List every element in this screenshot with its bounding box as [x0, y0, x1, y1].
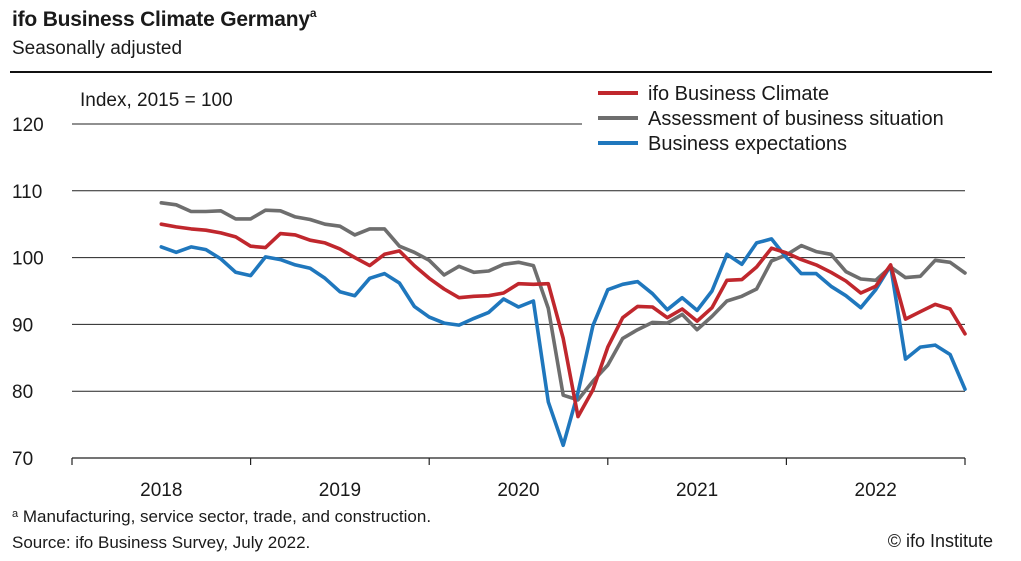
grid-lines	[72, 123, 965, 392]
copyright-credit: © ifo Institute	[887, 531, 993, 551]
series-line-business-expectations	[159, 237, 967, 448]
title-rule	[10, 71, 992, 73]
unit-label: Index, 2015 = 100	[80, 90, 233, 111]
y-tick-label-110: 110	[12, 182, 42, 203]
x-tick-label-2018: 2018	[140, 480, 182, 501]
y-tick-label-120: 120	[12, 115, 44, 136]
legend-label-1: Assessment of business situation	[648, 108, 944, 130]
legend-label-2: Business expectations	[648, 133, 847, 155]
legend-label-0: ifo Business Climate	[648, 83, 829, 105]
x-tick-label-2022: 2022	[855, 480, 897, 501]
chart-subtitle: Seasonally adjusted	[12, 38, 183, 59]
legend: ifo Business Climate Assessment of busine…	[598, 83, 944, 155]
series-line-assessment-of-business-situation	[159, 201, 967, 402]
y-tick-label-100: 100	[12, 249, 44, 270]
y-tick-label-90: 90	[12, 315, 33, 336]
footnote: a Manufacturing, service sector, trade, …	[12, 507, 432, 526]
x-tick-label-2021: 2021	[676, 480, 718, 501]
y-tick-label-80: 80	[12, 382, 33, 403]
x-axis: 2018 2019 2020 2021 2022	[71, 457, 966, 501]
series-line-ifo-business-climate	[159, 222, 967, 419]
chart-title: ifo Business Climate Germanya	[12, 6, 317, 31]
series-lines	[159, 201, 967, 448]
y-tick-label-70: 70	[12, 449, 33, 470]
source-note: Source: ifo Business Survey, July 2022.	[12, 533, 311, 552]
y-axis-ticks: 70 80 90 100 110 120	[12, 115, 44, 470]
x-tick-label-2019: 2019	[319, 480, 361, 501]
x-tick-label-2020: 2020	[497, 480, 539, 501]
